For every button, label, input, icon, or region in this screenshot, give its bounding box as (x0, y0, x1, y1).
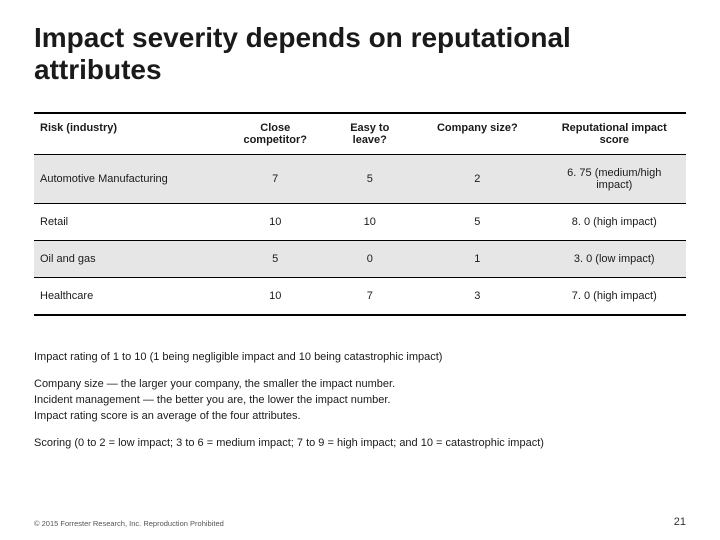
cell-size: 3 (412, 278, 542, 316)
copyright-text: © 2015 Forrester Research, Inc. Reproduc… (34, 519, 224, 528)
page-number: 21 (674, 516, 686, 528)
table-row: Oil and gas 5 0 1 3. 0 (low impact) (34, 241, 686, 278)
cell-industry: Oil and gas (34, 241, 223, 278)
footer: © 2015 Forrester Research, Inc. Reproduc… (34, 516, 686, 528)
note-line: Incident management — the better you are… (34, 393, 686, 407)
table-row: Healthcare 10 7 3 7. 0 (high impact) (34, 278, 686, 316)
cell-close: 10 (223, 204, 327, 241)
note-line: Impact rating score is an average of the… (34, 409, 686, 423)
col-header-close: Close competitor? (223, 113, 327, 155)
cell-industry: Healthcare (34, 278, 223, 316)
table-row: Automotive Manufacturing 7 5 2 6. 75 (me… (34, 155, 686, 204)
cell-easy: 7 (327, 278, 412, 316)
cell-score: 7. 0 (high impact) (543, 278, 686, 316)
note-line: Company size — the larger your company, … (34, 377, 686, 391)
cell-easy: 5 (327, 155, 412, 204)
cell-close: 5 (223, 241, 327, 278)
col-header-size: Company size? (412, 113, 542, 155)
col-header-easy: Easy to leave? (327, 113, 412, 155)
cell-easy: 10 (327, 204, 412, 241)
table-row: Retail 10 10 5 8. 0 (high impact) (34, 204, 686, 241)
cell-score: 8. 0 (high impact) (543, 204, 686, 241)
cell-easy: 0 (327, 241, 412, 278)
cell-size: 1 (412, 241, 542, 278)
cell-close: 10 (223, 278, 327, 316)
slide: Impact severity depends on reputational … (0, 0, 720, 540)
col-header-industry: Risk (industry) (34, 113, 223, 155)
cell-score: 3. 0 (low impact) (543, 241, 686, 278)
cell-industry: Retail (34, 204, 223, 241)
cell-score: 6. 75 (medium/high impact) (543, 155, 686, 204)
impact-table: Risk (industry) Close competitor? Easy t… (34, 112, 686, 316)
note-line: Impact rating of 1 to 10 (1 being neglig… (34, 350, 686, 364)
notes-block: Impact rating of 1 to 10 (1 being neglig… (34, 350, 686, 449)
cell-size: 2 (412, 155, 542, 204)
note-line: Scoring (0 to 2 = low impact; 3 to 6 = m… (34, 436, 686, 450)
cell-close: 7 (223, 155, 327, 204)
cell-size: 5 (412, 204, 542, 241)
cell-industry: Automotive Manufacturing (34, 155, 223, 204)
slide-title: Impact severity depends on reputational … (34, 22, 686, 86)
table-header-row: Risk (industry) Close competitor? Easy t… (34, 113, 686, 155)
col-header-score: Reputational impact score (543, 113, 686, 155)
